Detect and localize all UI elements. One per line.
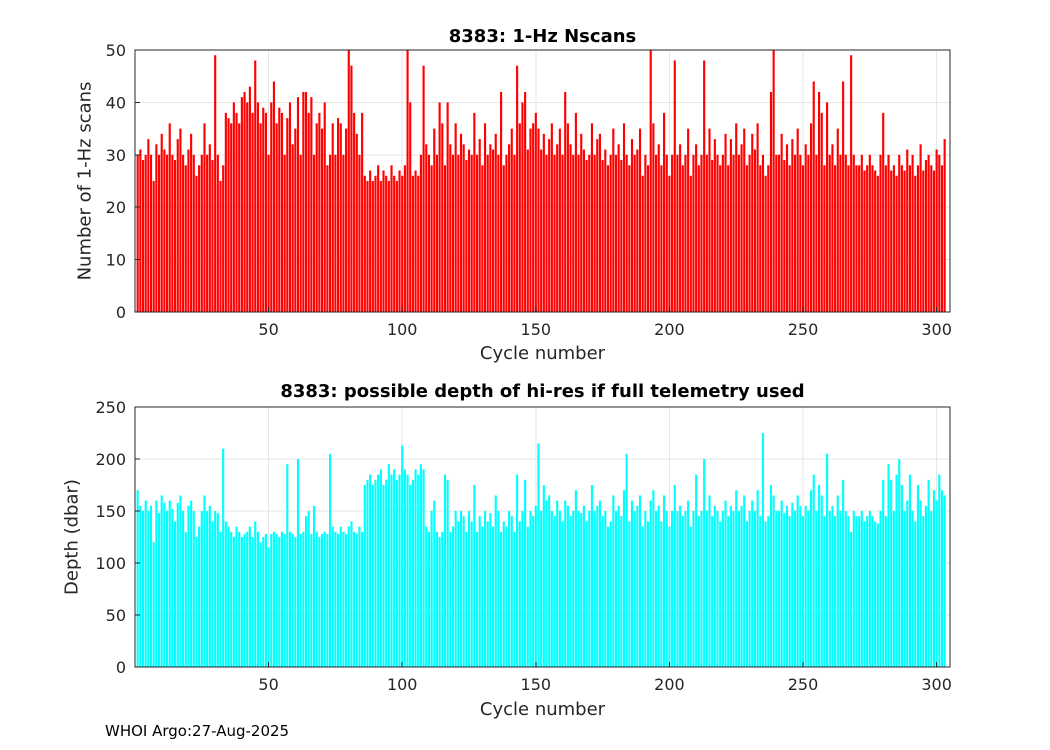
- tick-marks: [135, 406, 938, 668]
- tick-labels: 50 100 150 200 250 300 0 50 100 150 200 250: [95, 398, 951, 694]
- nscans-y-axis-label: Number of 1-Hz scans: [74, 81, 96, 281]
- nscans-chart-plot: 50 100 150 200 250 300 0 10 20 30 40 50: [106, 41, 952, 339]
- axes-box: [134, 49, 951, 313]
- x-tick-label: 250: [788, 320, 819, 339]
- y-tick-label: 50: [106, 606, 126, 625]
- depth-chart-title: 8383: possible depth of hi-res if full t…: [280, 381, 805, 402]
- depth-x-axis-label: Cycle number: [479, 699, 606, 720]
- y-tick-label: 40: [106, 93, 126, 112]
- y-tick-label: 0: [116, 303, 126, 322]
- tick-labels: 50 100 150 200 250 300 0 10 20 30 40 50: [106, 41, 952, 339]
- bars-series: [136, 433, 946, 667]
- y-tick-label: 250: [95, 398, 126, 417]
- y-tick-label: 20: [106, 198, 126, 217]
- x-tick-label: 50: [258, 320, 278, 339]
- footer-credit: WHOI Argo:27-Aug-2025: [105, 722, 290, 740]
- x-tick-label: 300: [921, 320, 952, 339]
- x-tick-label: 250: [788, 675, 819, 694]
- y-tick-label: 100: [95, 554, 126, 573]
- x-tick-label: 100: [387, 675, 418, 694]
- nscans-chart-title: 8383: 1-Hz Nscans: [448, 26, 637, 47]
- axes-box: [134, 406, 951, 668]
- x-tick-label: 200: [654, 675, 685, 694]
- x-tick-label: 100: [387, 320, 418, 339]
- y-tick-label: 50: [106, 41, 126, 60]
- y-tick-label: 10: [106, 251, 126, 270]
- y-tick-label: 200: [95, 450, 126, 469]
- tick-marks: [135, 49, 938, 313]
- y-tick-label: 0: [116, 658, 126, 677]
- depth-y-axis-label: Depth (dbar): [61, 479, 83, 595]
- x-tick-label: 150: [521, 320, 552, 339]
- y-tick-label: 30: [106, 146, 126, 165]
- y-tick-label: 150: [95, 502, 126, 521]
- nscans-x-axis-label: Cycle number: [479, 343, 606, 364]
- x-tick-label: 200: [654, 320, 685, 339]
- x-tick-label: 300: [921, 675, 952, 694]
- bars-series: [136, 50, 946, 313]
- depth-chart-plot: 50 100 150 200 250 300 0 50 100 150 200 250: [95, 398, 951, 694]
- x-tick-label: 50: [258, 675, 278, 694]
- x-tick-label: 150: [521, 675, 552, 694]
